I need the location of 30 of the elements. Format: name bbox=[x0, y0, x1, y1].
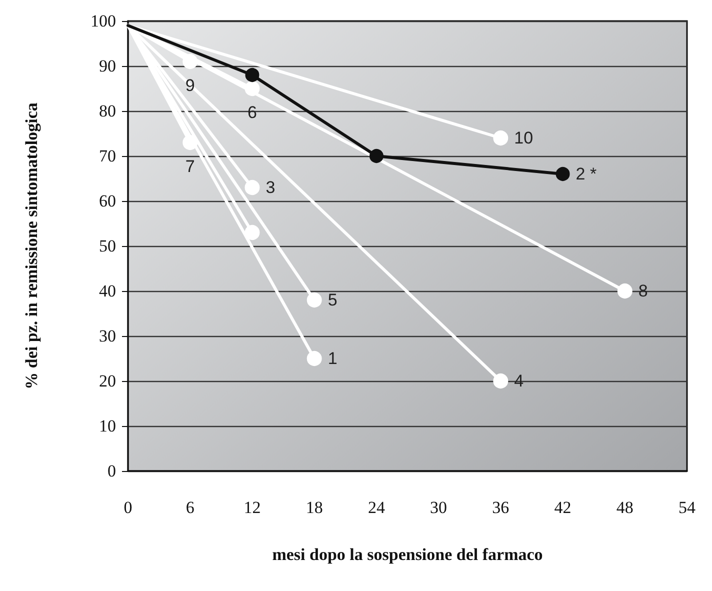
x-tick-label: 42 bbox=[554, 498, 572, 517]
series-label: 7 bbox=[185, 157, 195, 176]
y-tick-label: 50 bbox=[99, 236, 116, 256]
y-tick-label: 40 bbox=[99, 282, 116, 300]
series-label: 5 bbox=[328, 290, 338, 310]
y-tick-label: 100 bbox=[90, 12, 116, 30]
y-tick-label: 80 bbox=[99, 102, 116, 120]
x-tick-label: 36 bbox=[492, 498, 510, 517]
y-tick-label: 10 bbox=[99, 416, 116, 436]
x-tick-label: 18 bbox=[306, 498, 323, 517]
x-axis-title: mesi dopo la sospensione del farmaco bbox=[272, 545, 543, 564]
x-tick-label: 48 bbox=[616, 498, 634, 517]
x-tick-label: 0 bbox=[124, 498, 132, 517]
x-tick-label: 12 bbox=[244, 498, 261, 517]
series-label: 3 bbox=[266, 178, 276, 197]
series-label: 1 bbox=[328, 349, 338, 368]
y-tick-label: 0 bbox=[108, 462, 116, 480]
x-tick-label: 24 bbox=[368, 498, 386, 517]
series-label: 10 bbox=[514, 128, 534, 148]
y-axis-title: % dei pz. in remissione sintomatologica bbox=[22, 102, 41, 390]
y-tick-label: 30 bbox=[99, 326, 116, 346]
y-tick-label: 20 bbox=[99, 372, 116, 390]
x-tick-label: 6 bbox=[186, 498, 194, 517]
y-tick-label: 90 bbox=[99, 56, 116, 76]
x-tick-label: 30 bbox=[430, 498, 448, 517]
y-tick-label: 60 bbox=[99, 192, 116, 210]
y-tick-label: 70 bbox=[99, 146, 116, 166]
x-tick-label: 54 bbox=[678, 498, 696, 517]
series-label: 9 bbox=[185, 76, 195, 95]
series-label: 2 * bbox=[576, 164, 597, 184]
